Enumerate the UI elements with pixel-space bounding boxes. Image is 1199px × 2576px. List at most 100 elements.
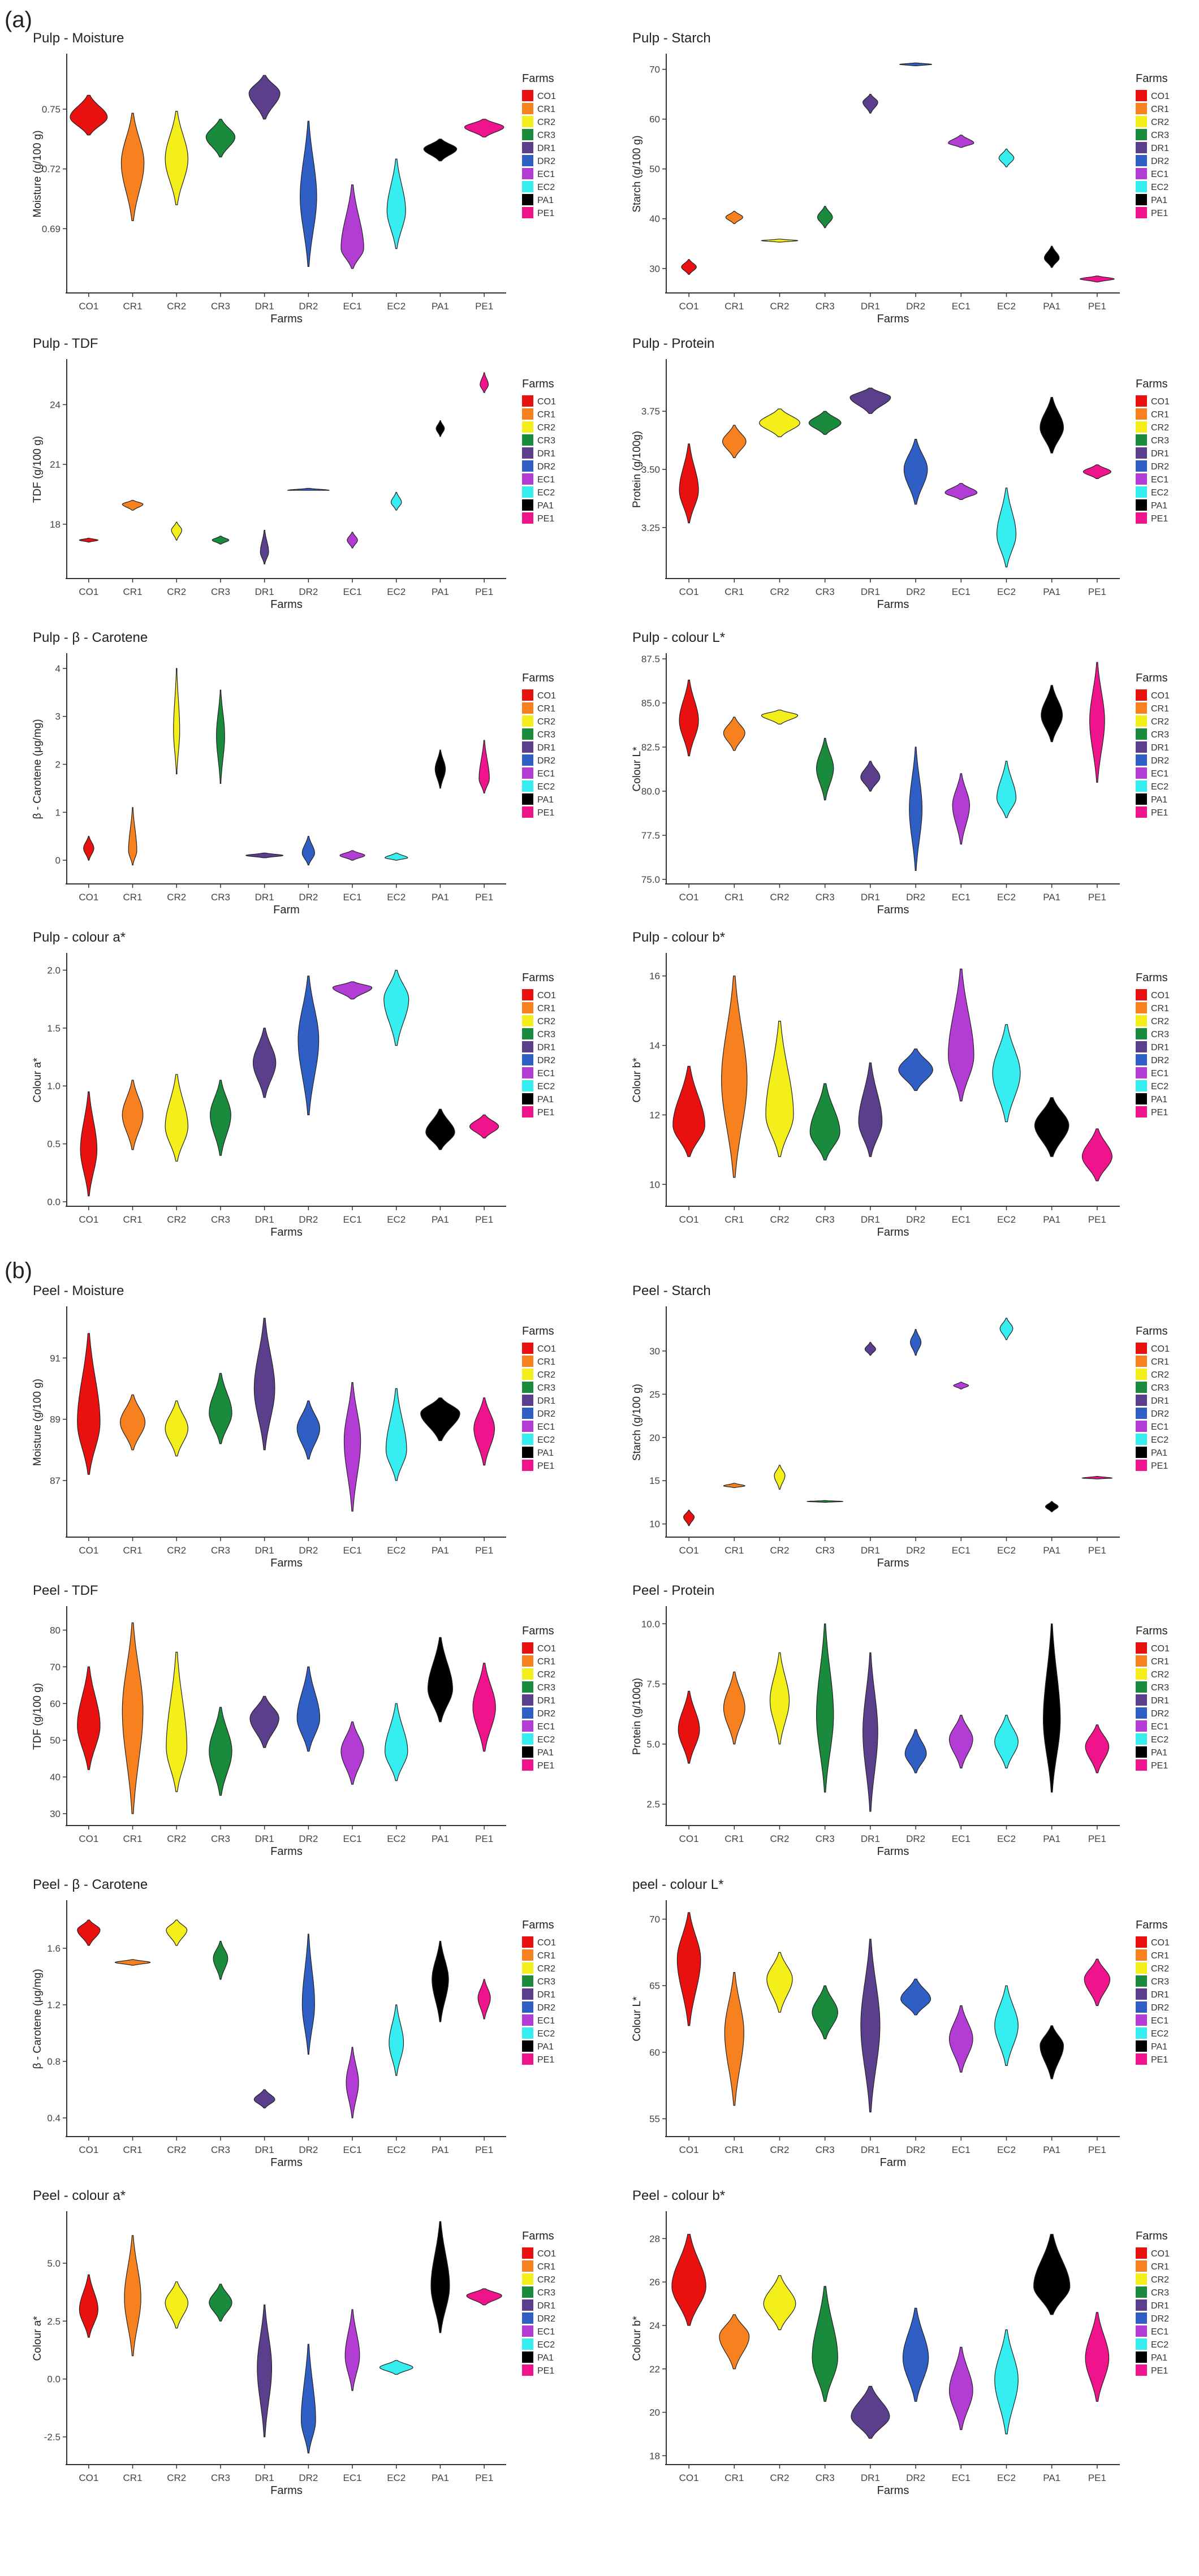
x-tick-label: DR2	[906, 2473, 925, 2483]
legend-swatch-dr1	[522, 1988, 533, 2000]
violin-ec2	[390, 491, 402, 511]
legend-swatch-co1	[1136, 1343, 1147, 1354]
legend-label: EC1	[537, 2327, 555, 2337]
x-tick-label: CR1	[123, 586, 143, 597]
legend-label: EC2	[537, 1435, 555, 1445]
chart-title: peel - colour L*	[632, 1877, 723, 1892]
violin-dr2	[898, 1048, 933, 1091]
legend-label: DR1	[1151, 449, 1169, 459]
legend-swatch-dr2	[1136, 1707, 1147, 1719]
x-tick-label: CR2	[167, 1214, 186, 1225]
violin-co1	[80, 1091, 98, 1197]
violin-co1	[77, 1919, 101, 1946]
legend-label: PE1	[537, 1761, 554, 1771]
violin-pa1	[1041, 685, 1063, 743]
y-axis-label: Moisture (g/100 g)	[32, 1379, 44, 1466]
violin-pe1	[1079, 275, 1115, 283]
x-tick-label: EC1	[952, 1545, 971, 1556]
y-tick-label: 21	[50, 459, 61, 470]
y-tick-label: 60	[50, 1698, 61, 1709]
violin-dr2	[296, 1400, 321, 1460]
x-tick-label: CR1	[123, 1545, 143, 1556]
x-tick-label: DR1	[861, 586, 880, 597]
x-tick-label: EC1	[343, 1833, 362, 1844]
x-axis-label: Farm	[273, 904, 300, 916]
legend-label: DR1	[537, 449, 555, 459]
legend-title: Farms	[1136, 1625, 1168, 1637]
x-tick-label: PE1	[475, 892, 493, 903]
chart-panel-8: Peel - Moisture 87 89 91 Moisture (g/100 g) C…	[32, 1283, 556, 1569]
violin-ec1	[948, 1715, 973, 1768]
legend-label: CR1	[537, 410, 555, 420]
y-tick-label: -2.5	[44, 2432, 61, 2443]
legend-label: CO1	[1151, 691, 1170, 701]
legend-label: DR1	[537, 1396, 555, 1406]
legend-label: PE1	[1151, 209, 1168, 218]
x-tick-label: PE1	[1088, 586, 1106, 597]
y-tick-label: 0.0	[47, 1197, 61, 1207]
x-tick-label: CO1	[79, 1833, 98, 1844]
chart-title: Pulp - colour b*	[632, 930, 725, 945]
y-tick-label: 60	[649, 114, 660, 125]
chart-title: Peel - TDF	[33, 1583, 98, 1598]
x-tick-label: CR2	[167, 301, 186, 312]
legend-label: CR1	[1151, 1951, 1169, 1961]
violin-dr2	[301, 1934, 315, 2055]
x-tick-label: EC2	[997, 586, 1016, 597]
x-axis-label: Farms	[877, 1557, 909, 1569]
violin-dr2	[909, 747, 923, 871]
violin-co1	[83, 836, 94, 861]
violin-pe1	[1081, 1128, 1112, 1181]
violin-ec2	[996, 761, 1017, 818]
legend-swatch-co1	[522, 90, 533, 101]
violin-pe1	[464, 119, 504, 137]
legend-swatch-cr1	[522, 1655, 533, 1667]
violin-pe1	[477, 1979, 491, 2020]
x-tick-label: CO1	[79, 2144, 98, 2155]
legend-swatch-co1	[1136, 1642, 1147, 1654]
y-axis-label: Colour L*	[631, 747, 643, 792]
violin-ec1	[953, 1382, 969, 1390]
x-tick-label: EC1	[343, 2144, 362, 2155]
y-tick-label: 24	[50, 399, 61, 410]
x-axis-label: Farms	[270, 1557, 303, 1569]
x-axis-label: Farms	[270, 313, 303, 325]
x-tick-label: PA1	[1043, 1833, 1060, 1844]
legend-swatch-cr2	[1136, 421, 1147, 433]
legend-swatch-ec1	[522, 1067, 533, 1078]
legend-label: CO1	[537, 1644, 556, 1654]
y-tick-label: 20	[649, 1432, 660, 1443]
y-tick-label: 0.0	[47, 2374, 61, 2385]
y-tick-label: 3.25	[641, 523, 660, 533]
x-tick-label: CR2	[167, 586, 186, 597]
legend-swatch-dr2	[1136, 1054, 1147, 1065]
chart-title: Pulp - β - Carotene	[33, 630, 148, 645]
violin-pa1	[1042, 1623, 1061, 1793]
x-tick-label: EC1	[343, 2473, 362, 2483]
legend-swatch-dr2	[1136, 460, 1147, 472]
legend-label: DR1	[1151, 743, 1169, 753]
x-tick-label: CO1	[679, 301, 699, 312]
chart-title: Pulp - TDF	[33, 336, 98, 351]
x-tick-label: CR2	[770, 1545, 789, 1556]
legend-label: DR2	[1151, 756, 1169, 766]
legend-label: CR2	[537, 118, 555, 127]
violin-co1	[679, 679, 699, 757]
legend-label: EC1	[1151, 1422, 1168, 1432]
legend-swatch-pa1	[1136, 2351, 1147, 2363]
legend-label: PA1	[537, 501, 554, 511]
x-tick-label: EC1	[952, 586, 971, 597]
y-axis-label: β - Carotene (μg/mg)	[32, 1969, 44, 2069]
legend: Farms CO1 CR1 CR2 CR3 DR1 DR2 EC1 EC2 PA1 PE1	[1136, 972, 1170, 1117]
chart-panel-13: peel - colour L* 55 60 65 70 Colour L* CO1 CR1 C…	[631, 1877, 1170, 2169]
y-tick-label: 0.8	[47, 2056, 61, 2067]
x-tick-label: PE1	[1088, 892, 1106, 903]
legend-swatch-co1	[522, 395, 533, 407]
y-tick-label: 0	[55, 855, 61, 866]
violin-ec1	[343, 1382, 361, 1512]
chart-title: Pulp - Starch	[632, 31, 711, 46]
x-tick-label: CR3	[816, 1833, 835, 1844]
violin-dr1	[249, 1695, 279, 1748]
legend: Farms CO1 CR1 CR2 CR3 DR1 DR2 EC1 EC2 PA1 PE1	[522, 972, 556, 1117]
legend-label: EC1	[537, 2016, 555, 2026]
